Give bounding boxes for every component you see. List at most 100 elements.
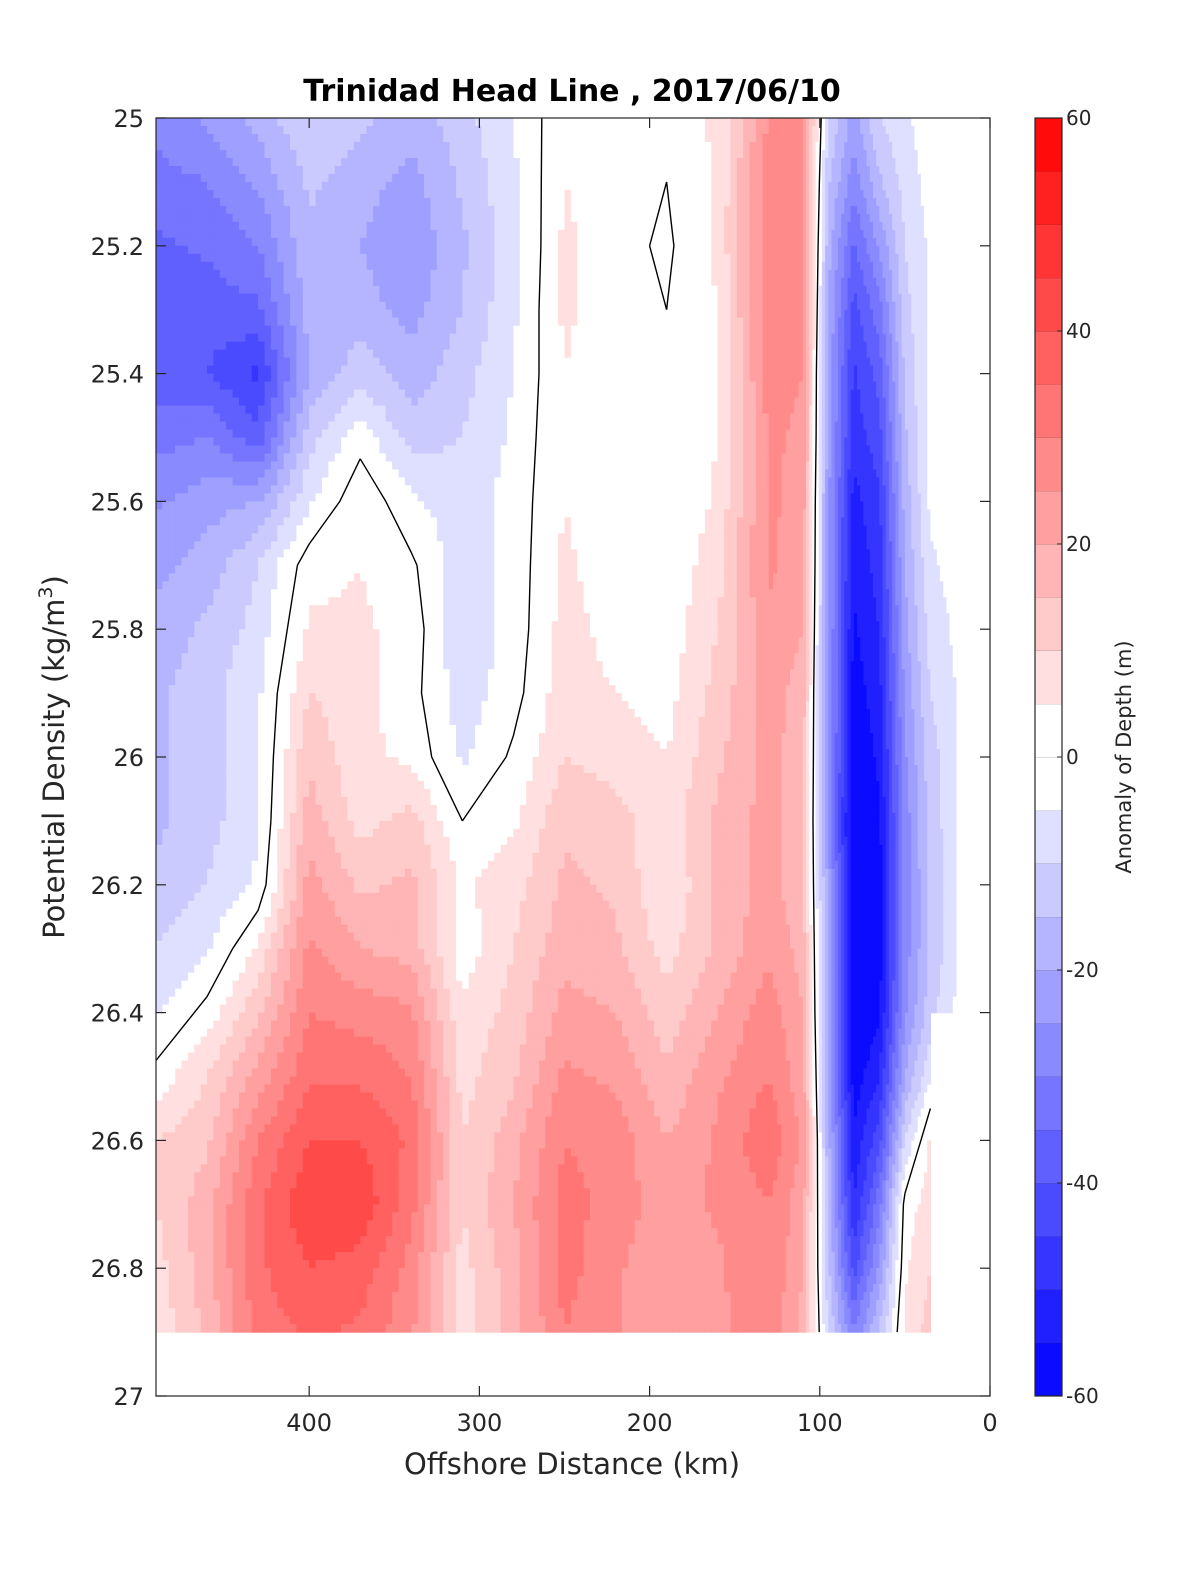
contour-cell [790,158,795,167]
contour-cell [182,174,189,183]
contour-cell [730,118,737,127]
contour-cell [418,166,425,175]
contour-cell [354,206,361,215]
contour-cell [194,206,201,215]
contour-cell [182,118,189,127]
contour-cell [169,158,176,167]
contour-cell [616,142,623,151]
contour-cell [660,126,667,135]
contour-cell [705,134,712,143]
contour-cell [373,206,380,215]
contour-cell [469,166,476,175]
contour-cell [692,126,699,135]
contour-cell [773,174,778,183]
contour-cell [207,198,214,207]
contour-cell [756,126,763,135]
contour-cell [303,230,310,239]
contour-cell [730,134,737,143]
contour-cell [316,222,323,231]
contour-cell [379,158,386,167]
contour-cell [513,150,520,159]
contour-cell [647,134,654,143]
contour-cell [296,214,303,223]
contour-cell [475,158,482,167]
contour-cell [577,174,584,183]
contour-cell [507,174,514,183]
contour-cell [367,238,374,247]
contour-cell [213,166,220,175]
contour-cell [265,206,272,215]
contour-cell [654,158,661,167]
contour-cell [437,190,444,199]
contour-cell [284,206,291,215]
contour-cell [450,230,457,239]
contour-cell [647,150,654,159]
contour-cell [156,222,163,231]
contour-cell [201,206,208,215]
contour-cell [437,142,444,151]
contour-cell [501,118,508,127]
contour-cell [756,142,763,151]
contour-cell [654,142,661,151]
contour-cell [799,118,804,127]
contour-cell [533,158,540,167]
contour-cell [654,126,661,135]
contour-cell [590,158,597,167]
contour-cell [213,118,220,127]
contour-cell [399,150,406,159]
contour-cell [456,166,463,175]
contour-cell [724,158,731,167]
contour-cell [552,126,559,135]
contour-cell [328,166,335,175]
contour-cell [296,222,303,231]
contour-cell [686,158,693,167]
contour-cell [769,142,774,151]
contour-cell [201,230,208,239]
contour-cell [424,230,431,239]
contour-cell [194,174,201,183]
contour-cell [354,198,361,207]
contour-cell [545,142,552,151]
contour-cell [175,190,182,199]
contour-cell [265,134,272,143]
contour-cell [564,142,571,151]
contour-cell [220,198,227,207]
contour-cell [641,158,648,167]
contour-cell [201,126,208,135]
contour-cell [777,134,782,143]
contour-cell [354,238,361,247]
contour-cell [571,142,578,151]
contour-cell [399,134,406,143]
contour-cell [220,134,227,143]
contour-cell [724,142,731,151]
contour-cell [430,230,437,239]
contour-cell [156,214,163,223]
contour-cell [501,142,508,151]
contour-cell [341,150,348,159]
contour-cell [341,206,348,215]
contour-cell [692,150,699,159]
contour-cell [239,174,246,183]
contour-cell [584,118,591,127]
contour-cell [418,126,425,135]
contour-cell [373,118,380,127]
contour-cell [596,150,603,159]
contour-cell [794,118,799,127]
contour-cell [309,118,316,127]
contour-cell [539,126,546,135]
contour-cell [188,150,195,159]
contour-cell [488,142,495,151]
contour-cell [182,198,189,207]
contour-cell [673,142,680,151]
contour-cell [252,142,259,151]
contour-cell [513,174,520,183]
contour-cell [769,126,774,135]
contour-cell [220,214,227,223]
contour-cell [341,118,348,127]
contour-cell [596,166,603,175]
contour-cell [220,182,227,191]
contour-cell [520,126,527,135]
contour-cell [552,150,559,159]
contour-cell [265,190,272,199]
contour-cell [475,174,482,183]
